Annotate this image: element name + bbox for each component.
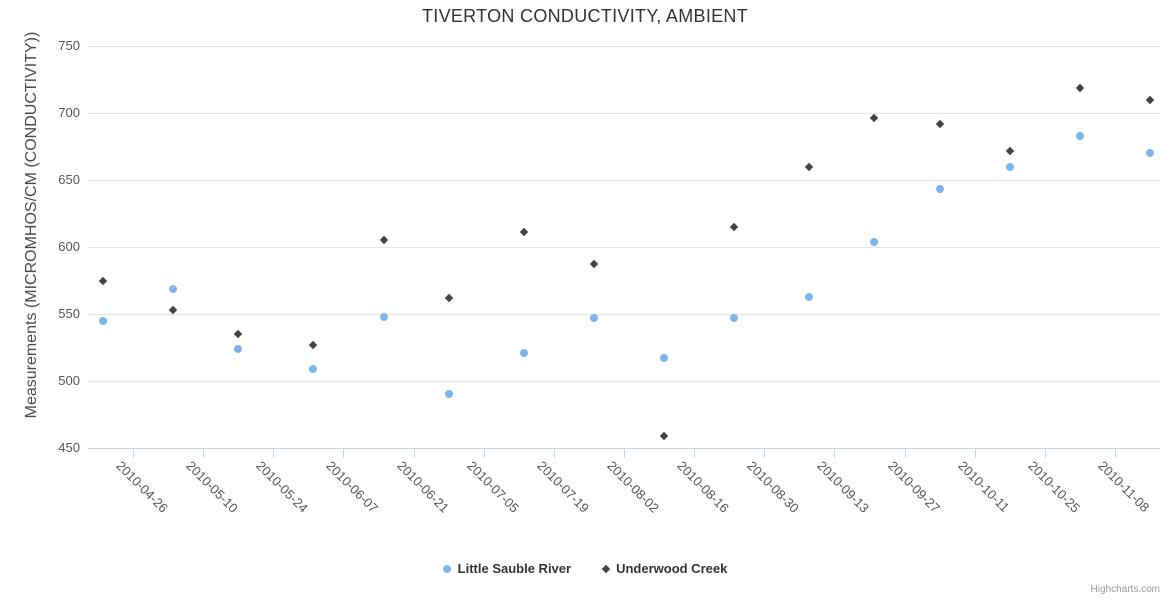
legend-item-label: Underwood Creek	[616, 561, 728, 576]
data-point-little-sauble-river[interactable]	[935, 185, 944, 194]
legend-item-little-sauble-river[interactable]: Little Sauble River	[442, 561, 572, 576]
x-tick-mark	[553, 448, 555, 458]
gridline	[88, 45, 1160, 47]
y-tick-label: 650	[58, 172, 80, 187]
x-tick-mark	[764, 448, 766, 458]
data-point-little-sauble-river[interactable]	[660, 354, 669, 363]
data-point-underwood-creek[interactable]	[805, 162, 814, 171]
x-tick-mark	[974, 448, 976, 458]
x-tick-mark	[133, 448, 135, 458]
data-point-little-sauble-river[interactable]	[589, 314, 598, 323]
x-tick-label: 2010-08-02	[604, 458, 663, 516]
data-point-little-sauble-river[interactable]	[870, 237, 879, 246]
x-tick-label: 2010-10-11	[955, 458, 1012, 515]
gridline	[88, 380, 1160, 382]
x-tick-mark	[624, 448, 625, 458]
y-tick-label: 600	[58, 239, 80, 254]
data-point-little-sauble-river[interactable]	[1075, 131, 1084, 140]
data-point-little-sauble-river[interactable]	[99, 316, 108, 325]
x-tick-label: 2010-07-19	[534, 458, 592, 516]
data-point-underwood-creek[interactable]	[98, 276, 108, 285]
x-tick-label: 2010-05-24	[253, 458, 312, 516]
y-tick-label: 550	[58, 306, 80, 321]
x-tick-mark	[904, 448, 906, 458]
x-tick-mark	[694, 448, 696, 458]
data-point-little-sauble-river[interactable]	[309, 364, 318, 373]
data-point-underwood-creek[interactable]	[1145, 95, 1155, 104]
data-point-underwood-creek[interactable]	[379, 236, 388, 245]
x-tick-label: 2010-09-27	[884, 458, 943, 516]
data-point-underwood-creek[interactable]	[309, 340, 318, 350]
data-point-little-sauble-river[interactable]	[169, 284, 178, 293]
chart-title: TIVERTON CONDUCTIVITY, AMBIENT	[421, 6, 749, 26]
x-tick-mark	[273, 448, 275, 458]
data-point-underwood-creek[interactable]	[935, 119, 944, 128]
data-point-underwood-creek[interactable]	[589, 260, 599, 269]
credits-link[interactable]: Highcharts.com	[1090, 584, 1160, 595]
data-point-little-sauble-river[interactable]	[519, 348, 528, 357]
x-tick-label: 2010-05-10	[183, 458, 242, 516]
y-tick-label: 750	[58, 38, 80, 53]
y-tick-label: 700	[58, 105, 80, 120]
data-point-little-sauble-river[interactable]	[730, 314, 739, 323]
data-point-little-sauble-river[interactable]	[805, 292, 814, 301]
x-tick-label: 2010-08-16	[674, 458, 733, 516]
data-point-underwood-creek[interactable]	[234, 329, 243, 339]
gridline	[88, 112, 1160, 114]
x-tick-mark	[413, 448, 415, 458]
data-point-underwood-creek[interactable]	[870, 114, 879, 123]
y-tick-label: 500	[58, 373, 80, 388]
x-tick-mark	[203, 448, 205, 458]
x-tick-label: 2010-07-05	[464, 458, 522, 516]
x-tick-label: 2010-10-25	[1025, 458, 1083, 516]
x-tick-label: 2010-06-07	[323, 458, 382, 516]
gridline	[88, 246, 1160, 248]
data-point-little-sauble-river[interactable]	[1005, 162, 1014, 171]
data-point-little-sauble-river[interactable]	[234, 344, 243, 353]
x-tick-label: 2010-09-13	[814, 458, 873, 516]
circle-marker-icon	[442, 564, 451, 573]
legend: Little Sauble River Underwood Creek	[0, 561, 1170, 576]
x-tick-label: 2010-08-30	[744, 458, 803, 516]
y-axis-title: Measurements (MICROMHOS/CM (CONDUCTIVITY…	[23, 31, 40, 419]
x-tick-mark	[343, 448, 345, 458]
data-point-underwood-creek[interactable]	[444, 293, 453, 303]
x-tick-label: 2010-04-26	[113, 458, 172, 516]
x-tick-mark	[1044, 448, 1046, 458]
data-point-underwood-creek[interactable]	[519, 228, 529, 237]
data-point-little-sauble-river[interactable]	[379, 312, 388, 321]
x-tick-label: 2010-06-21	[393, 458, 452, 516]
diamond-marker-icon	[601, 564, 611, 573]
data-point-underwood-creek[interactable]	[729, 222, 739, 232]
gridline	[88, 179, 1160, 181]
data-point-little-sauble-river[interactable]	[444, 390, 453, 399]
x-tick-mark	[834, 448, 836, 458]
legend-item-label: Little Sauble River	[457, 561, 572, 576]
x-tick-mark	[483, 448, 485, 458]
legend-item-underwood-creek[interactable]: Underwood Creek	[601, 561, 728, 576]
data-point-underwood-creek[interactable]	[1005, 146, 1014, 155]
data-point-underwood-creek[interactable]	[1075, 83, 1085, 92]
data-point-underwood-creek[interactable]	[659, 431, 669, 441]
x-tick-mark	[1114, 448, 1116, 458]
data-point-little-sauble-river[interactable]	[1145, 149, 1154, 158]
y-tick-label: 450	[58, 440, 80, 455]
gridline	[88, 313, 1160, 315]
x-tick-label: 2010-11-08	[1095, 458, 1153, 515]
